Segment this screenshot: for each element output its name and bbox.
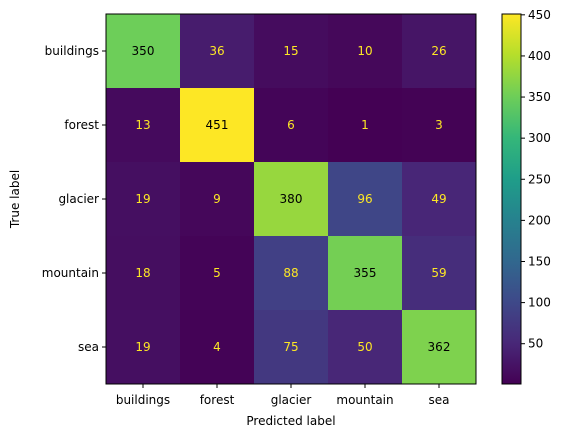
- cell-value-label: 355: [354, 266, 377, 280]
- x-tick-label: buildings: [116, 393, 170, 407]
- heatmap-cell: [180, 88, 255, 163]
- cell-value-label: 15: [283, 44, 298, 58]
- heatmap-cell: [328, 310, 403, 385]
- y-tick-label: buildings: [45, 44, 99, 58]
- cell-value-label: 350: [132, 44, 155, 58]
- cell-value-label: 380: [280, 192, 303, 206]
- heatmap-cell: [106, 88, 181, 163]
- cell-value-label: 50: [357, 340, 372, 354]
- colorbar-ticks: 50 100 150 200 250 300 350 400 450: [521, 8, 551, 351]
- heatmap-cell: [254, 162, 329, 237]
- cell-value-label: 75: [283, 340, 298, 354]
- heatmap-cell: [254, 88, 329, 163]
- colorbar-tick-label: 200: [528, 213, 551, 227]
- heatmap-cell: [328, 88, 403, 163]
- colorbar-tick-label: 350: [528, 90, 551, 104]
- heatmap-cell: [328, 162, 403, 237]
- colorbar-tick-label: 50: [528, 337, 543, 351]
- heatmap-cell: [328, 236, 403, 311]
- heatmap-cell: [402, 162, 477, 237]
- y-tick-label: sea: [78, 340, 99, 354]
- heatmap-cell: [402, 14, 477, 89]
- heatmap-cell: [106, 310, 181, 385]
- cell-value-label: 13: [135, 118, 150, 132]
- heatmap-cell: [402, 236, 477, 311]
- cell-value-label: 10: [357, 44, 372, 58]
- heatmap-cell: [254, 14, 329, 89]
- heatmap-cell: [180, 236, 255, 311]
- y-tick-label: forest: [64, 118, 99, 132]
- cell-value-label: 4: [213, 340, 221, 354]
- cell-value-label: 451: [206, 118, 229, 132]
- cell-value-label: 96: [357, 192, 372, 206]
- colorbar-tick-label: 400: [528, 49, 551, 63]
- cell-value-label: 19: [135, 340, 150, 354]
- y-axis-ticks: buildings forest glacier mountain sea: [42, 44, 106, 354]
- colorbar-tick-label: 300: [528, 131, 551, 145]
- x-axis-ticks: buildings forest glacier mountain sea: [116, 384, 450, 407]
- heatmap-cell: [254, 310, 329, 385]
- y-axis-label: True label: [8, 170, 22, 229]
- heatmap-cell: [180, 162, 255, 237]
- x-axis-label: Predicted label: [246, 414, 335, 428]
- cell-value-label: 88: [283, 266, 298, 280]
- x-tick-label: glacier: [271, 393, 312, 407]
- cell-value-label: 18: [135, 266, 150, 280]
- heatmap-cell: [402, 310, 477, 385]
- colorbar-tick-label: 150: [528, 254, 551, 268]
- heatmap-cell: [180, 310, 255, 385]
- cell-value-label: 362: [428, 340, 451, 354]
- heatmap-cell: [106, 14, 181, 89]
- cell-value-label: 19: [135, 192, 150, 206]
- y-tick-label: glacier: [58, 192, 99, 206]
- heatmap-cell: [402, 88, 477, 163]
- x-tick-label: forest: [200, 393, 235, 407]
- cell-value-label: 59: [431, 266, 446, 280]
- cell-value-label: 26: [431, 44, 446, 58]
- cell-value-label: 6: [287, 118, 295, 132]
- x-tick-label: sea: [429, 393, 450, 407]
- cell-value-label: 3: [435, 118, 443, 132]
- cell-value-label: 36: [209, 44, 224, 58]
- colorbar-tick-label: 450: [528, 8, 551, 22]
- cell-value-label: 49: [431, 192, 446, 206]
- colorbar-tick-label: 250: [528, 172, 551, 186]
- colorbar-tick-label: 100: [528, 296, 551, 310]
- cell-value-label: 9: [213, 192, 221, 206]
- cell-value-label: 1: [361, 118, 369, 132]
- heatmap-cell: [180, 14, 255, 89]
- heatmap-cells: [106, 14, 477, 385]
- cell-value-label: 5: [213, 266, 221, 280]
- x-tick-label: mountain: [336, 393, 393, 407]
- heatmap-cell: [254, 236, 329, 311]
- y-tick-label: mountain: [42, 266, 99, 280]
- heatmap-cell: [106, 236, 181, 311]
- heatmap-cell: [106, 162, 181, 237]
- colorbar: [501, 13, 522, 385]
- heatmap-cell: [328, 14, 403, 89]
